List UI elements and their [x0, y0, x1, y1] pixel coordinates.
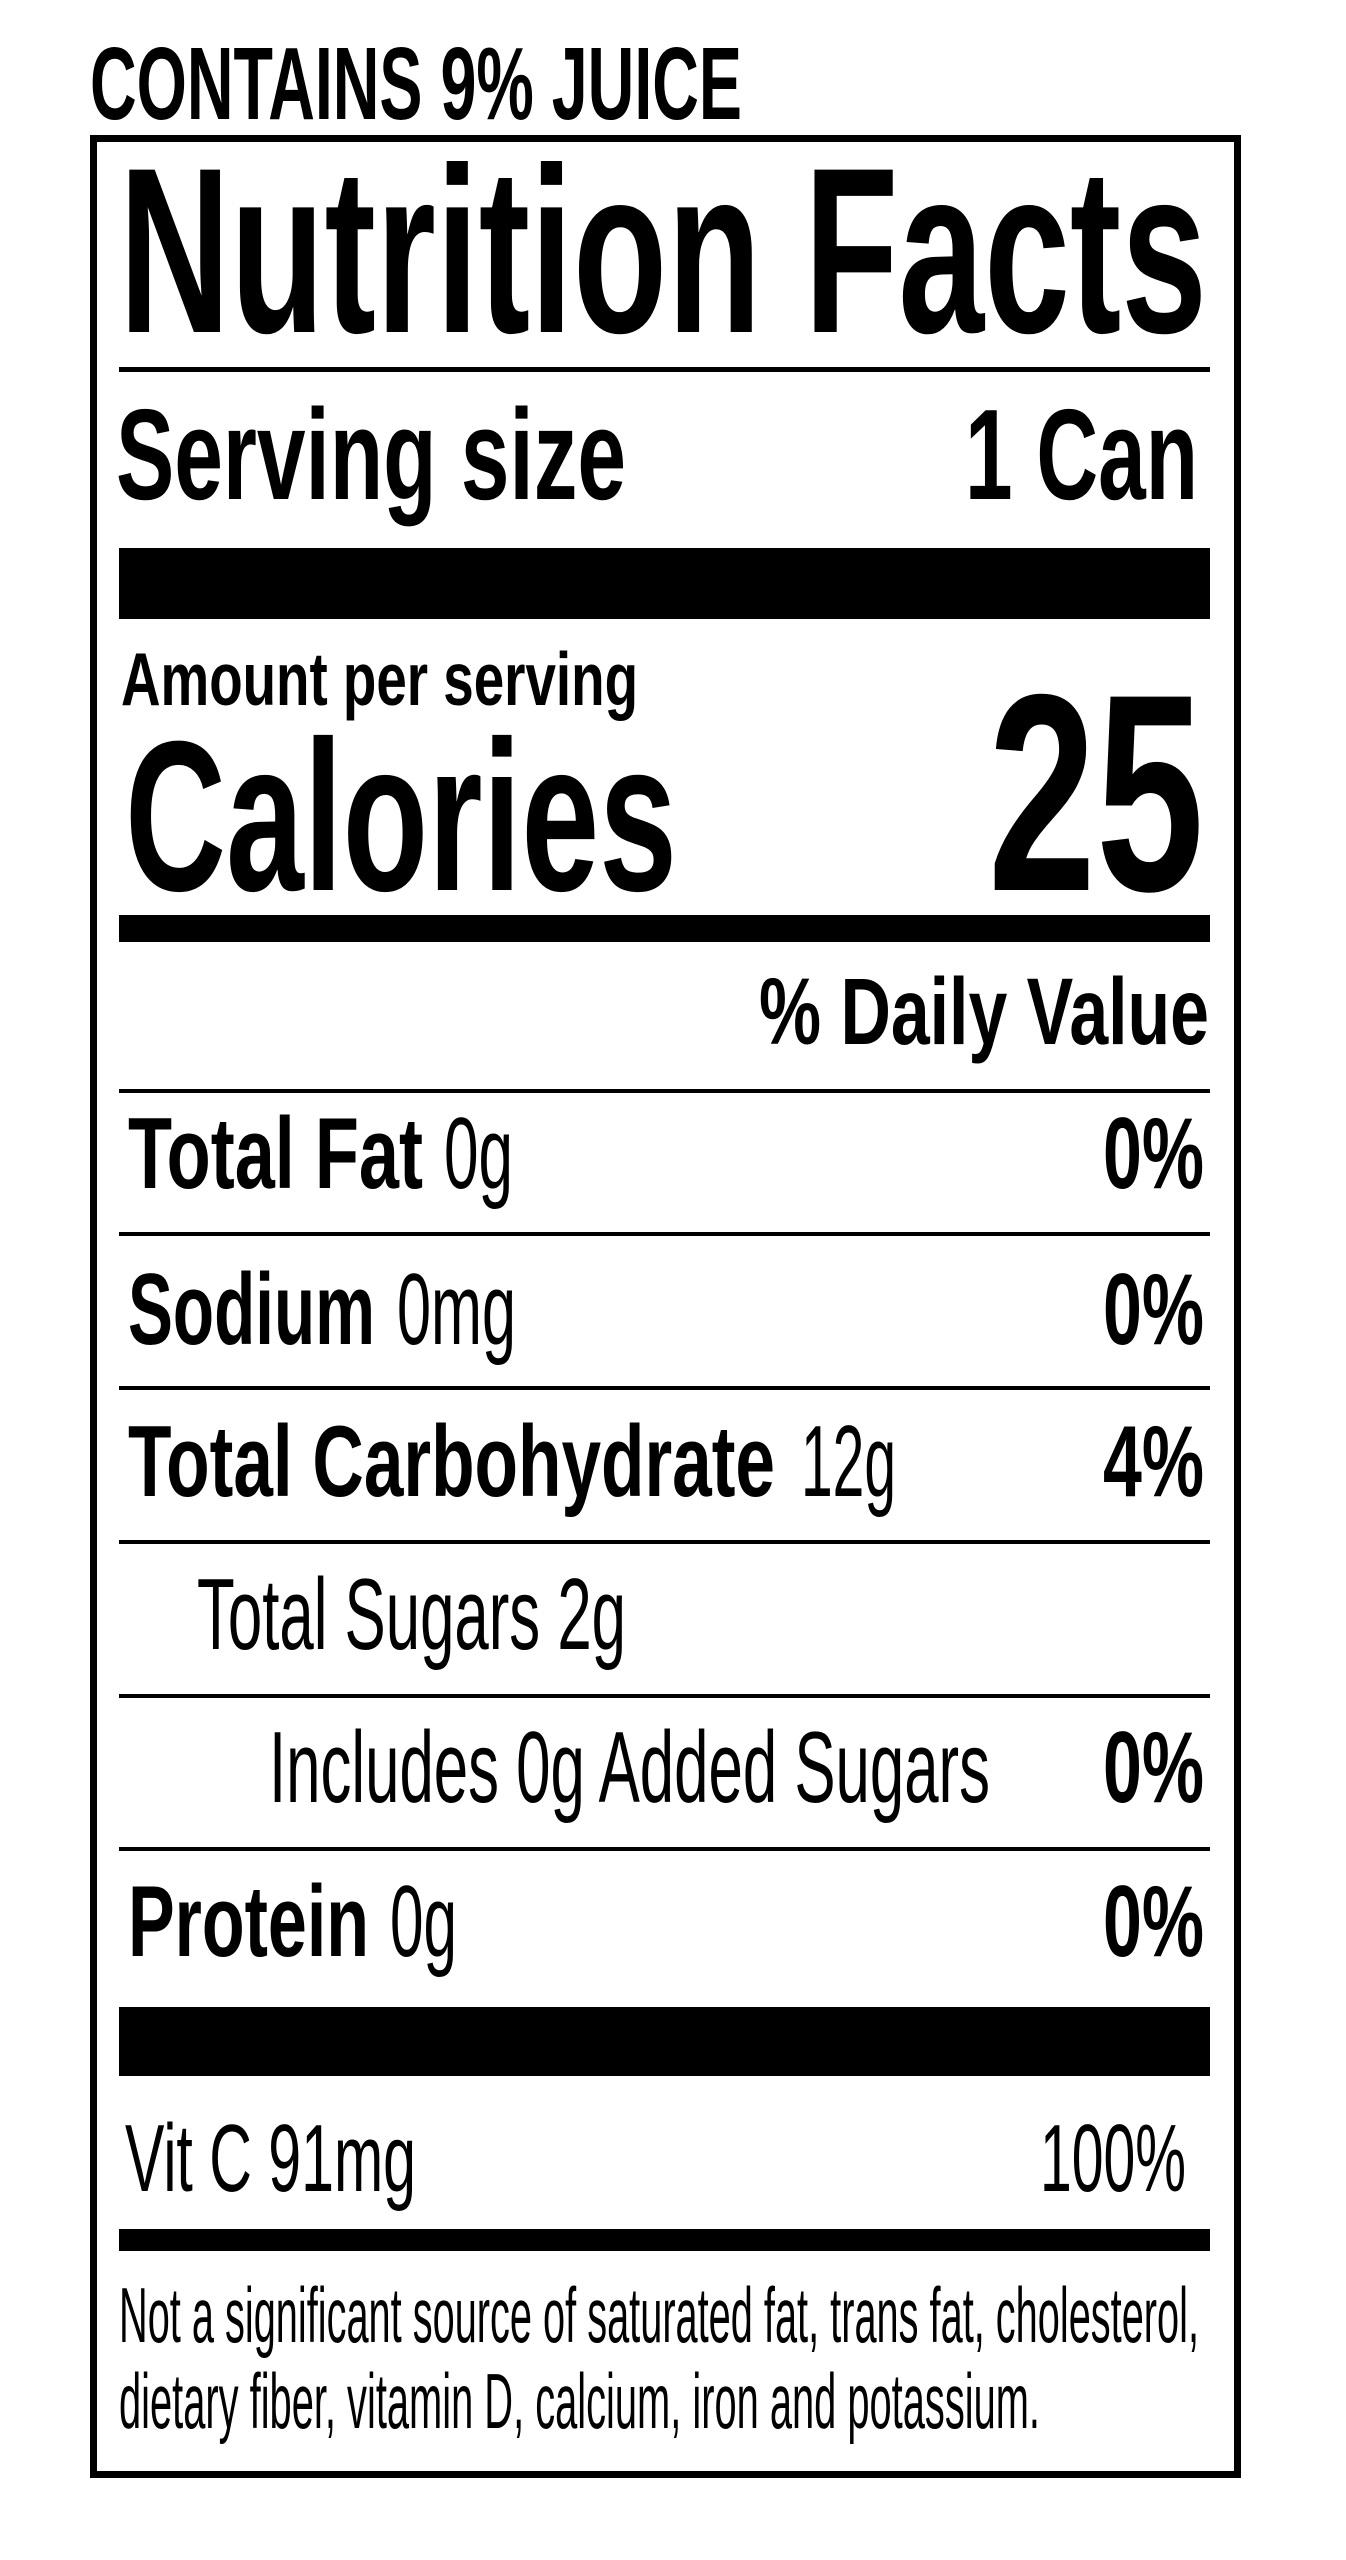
nutrient-dv: 0% [1103, 1098, 1204, 1210]
divider [119, 1540, 1210, 1544]
nutrition-facts-panel [90, 135, 1241, 2478]
serving-size-label: Serving size [116, 383, 626, 527]
footnote-line: Not a significant source of saturated fa… [119, 2271, 1199, 2359]
nutrient-name: Includes 0g Added Sugars [269, 1712, 990, 1824]
nutrient-amount: 0g [390, 1866, 457, 1978]
panel-title: Nutrition Facts [119, 119, 1207, 383]
nutrient-name: Total Carbohydrate [128, 1406, 775, 1518]
divider [119, 367, 1210, 372]
nutrient-name: Sodium [128, 1254, 375, 1366]
serving-size-value: 1 Can [965, 383, 1198, 527]
nutrient-amount: 0g [444, 1098, 513, 1210]
divider [119, 1694, 1210, 1698]
juice-statement: CONTAINS 9% JUICE [90, 26, 742, 141]
amount-per-serving: Amount per serving [121, 637, 638, 721]
calories-label: Calories [125, 697, 677, 936]
medium-divider [119, 2229, 1210, 2251]
nutrient-amount: 0mg [397, 1254, 516, 1366]
nutrient-amount: 12g [801, 1406, 896, 1518]
footnote-line: dietary fiber, vitamin D, calcium, iron … [119, 2357, 1040, 2445]
vitamin-dv: 100% [1040, 2105, 1186, 2212]
nutrient-dv: 0% [1103, 1254, 1204, 1366]
nutrient-dv: 0% [1103, 1866, 1204, 1978]
divider [119, 1089, 1210, 1093]
nutrient-name: Protein [128, 1866, 369, 1978]
divider [119, 1847, 1210, 1851]
nutrient-name: Total Fat [128, 1098, 423, 1210]
divider [119, 1232, 1210, 1236]
nutrient-dv: 0% [1103, 1712, 1204, 1824]
medium-divider [119, 915, 1210, 942]
vitamin-name: Vit C 91mg [125, 2105, 416, 2212]
nutrient-dv: 4% [1103, 1406, 1204, 1518]
divider [119, 1386, 1210, 1390]
calories-value: 25 [988, 636, 1204, 950]
thick-divider [119, 2007, 1210, 2076]
daily-value-header: % Daily Value [759, 959, 1209, 1065]
thick-divider [119, 548, 1210, 619]
nutrient-name: Total Sugars 2g [197, 1559, 626, 1671]
